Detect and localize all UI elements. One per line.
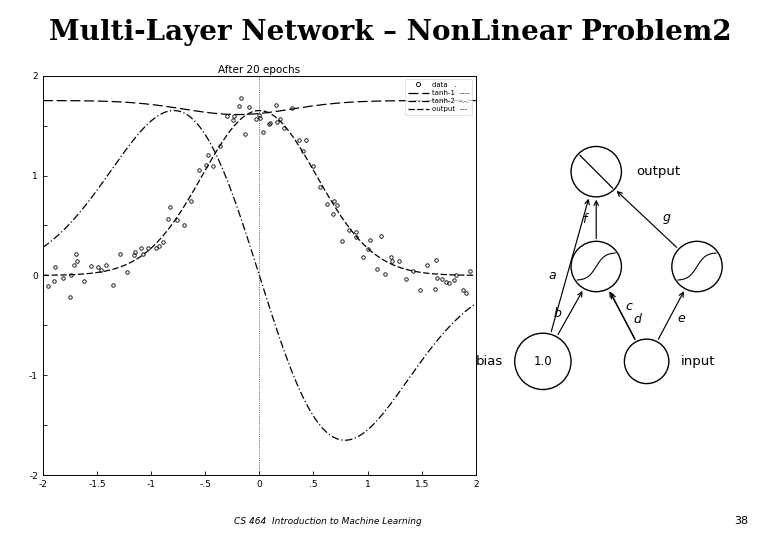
tanh-1 — [210, 110, 219, 117]
Text: a: a — [548, 269, 556, 282]
tanh-1 — [233, 111, 243, 118]
Text: 1.0: 1.0 — [534, 355, 552, 368]
Line: tanh-1: tanh-1 — [43, 100, 476, 114]
tanh-1 — [312, 102, 321, 109]
tanh-2 — [211, 150, 220, 156]
Text: 38: 38 — [735, 516, 749, 526]
data — [432, 256, 441, 263]
Text: output: output — [636, 165, 680, 178]
tanh-2 — [38, 244, 48, 251]
tanh-2 — [90, 190, 100, 196]
tanh-2 — [471, 300, 480, 307]
data — [237, 94, 246, 101]
data — [228, 117, 237, 123]
output — [354, 236, 363, 242]
tanh-2 — [169, 107, 179, 114]
tanh-2 — [353, 434, 362, 440]
Legend: data   ., tanh-1  ----, tanh-2  -.-., output  ---: data ., tanh-1 ----, tanh-2 -.-., output… — [405, 79, 473, 115]
data — [386, 254, 395, 260]
output — [90, 269, 100, 276]
tanh-2 — [355, 433, 364, 439]
Circle shape — [571, 146, 622, 197]
Title: After 20 epochs: After 20 epochs — [218, 65, 300, 75]
Text: Multi-Layer Network – NonLinear Problem2: Multi-Layer Network – NonLinear Problem2 — [48, 19, 732, 46]
tanh-1 — [179, 106, 189, 112]
Text: e: e — [677, 312, 685, 325]
data — [215, 143, 225, 149]
tanh-1 — [90, 98, 100, 104]
Text: CS 464  Introduction to Machine Learning: CS 464 Introduction to Machine Learning — [234, 517, 421, 526]
data — [265, 120, 275, 126]
tanh-1 — [354, 98, 363, 105]
Text: b: b — [554, 307, 562, 320]
output — [312, 172, 321, 179]
Text: c: c — [625, 300, 632, 313]
Circle shape — [672, 241, 722, 292]
output — [352, 233, 361, 240]
tanh-1 — [471, 97, 480, 104]
data — [96, 267, 105, 273]
Circle shape — [515, 333, 571, 389]
tanh-1 — [38, 97, 48, 104]
Text: input: input — [681, 355, 715, 368]
output — [38, 272, 48, 279]
tanh-2 — [312, 417, 321, 423]
Text: bias: bias — [476, 355, 503, 368]
tanh-1 — [352, 99, 361, 105]
data — [65, 293, 74, 300]
Text: f: f — [582, 213, 587, 226]
Circle shape — [624, 339, 669, 383]
output — [179, 204, 189, 210]
Line: data: data — [47, 96, 472, 299]
Text: d: d — [634, 313, 642, 326]
data — [179, 221, 189, 228]
tanh-2 — [180, 110, 190, 117]
Line: tanh-2: tanh-2 — [43, 111, 476, 440]
tanh-2 — [340, 437, 349, 443]
Circle shape — [571, 241, 622, 292]
Line: output: output — [43, 111, 476, 275]
Text: g: g — [662, 211, 671, 225]
output — [254, 107, 264, 114]
output — [471, 272, 480, 279]
output — [210, 151, 219, 158]
data — [380, 271, 389, 277]
